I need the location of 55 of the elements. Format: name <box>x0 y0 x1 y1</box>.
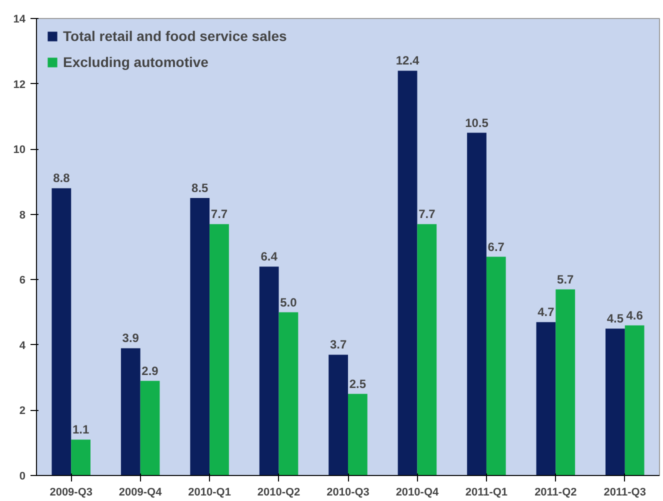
y-tick-label: 4 <box>19 340 26 352</box>
data-label: 4.6 <box>626 308 644 322</box>
bar <box>556 289 576 476</box>
bar <box>259 266 279 476</box>
x-tick-label: 2011-Q2 <box>534 486 577 498</box>
y-tick-label: 0 <box>19 470 26 482</box>
x-tick-label: 2009-Q4 <box>118 486 163 498</box>
data-label: 6.7 <box>488 240 505 254</box>
data-label: 7.7 <box>418 207 436 222</box>
y-tick-label: 12 <box>13 78 26 91</box>
data-label: 1.1 <box>72 422 90 437</box>
y-tick-label: 14 <box>13 14 26 26</box>
legend-label: Excluding automotive <box>63 54 208 70</box>
bar <box>398 70 418 476</box>
data-label: 4.7 <box>538 305 555 320</box>
x-tick-label: 2010-Q1 <box>188 486 231 498</box>
legend-label: Total retail and food service sales <box>63 28 287 44</box>
x-tick-label: 2010-Q2 <box>257 486 300 498</box>
data-label: 7.7 <box>210 207 228 222</box>
bar <box>486 256 506 476</box>
data-label: 8.8 <box>53 171 70 186</box>
bar <box>348 394 368 476</box>
y-tick-label: 8 <box>19 209 26 222</box>
data-label: 8.5 <box>192 181 209 196</box>
bar <box>140 380 160 476</box>
x-tick-label: 2010-Q4 <box>396 486 440 498</box>
data-label: 5.7 <box>557 272 574 286</box>
x-tick-label: 2010-Q3 <box>326 486 370 498</box>
bar <box>417 224 437 476</box>
bar <box>52 188 72 476</box>
bar <box>120 348 140 476</box>
x-tick-label: 2011-Q3 <box>604 486 646 498</box>
bar <box>624 325 644 476</box>
data-label: 2.9 <box>142 364 159 378</box>
bar <box>606 328 625 476</box>
y-tick-label: 2 <box>19 405 26 418</box>
data-label: 2.5 <box>349 376 366 391</box>
data-label: 3.9 <box>122 331 140 346</box>
y-tick-label: 6 <box>19 274 26 287</box>
data-label: 3.7 <box>330 338 347 352</box>
bar <box>278 312 298 476</box>
data-label: 5.0 <box>280 295 298 310</box>
bar <box>467 132 486 476</box>
data-label: 4.5 <box>606 312 624 326</box>
bar <box>328 354 348 476</box>
data-label: 10.5 <box>465 116 489 130</box>
bar <box>190 198 210 476</box>
x-tick-label: 2009-Q3 <box>50 486 93 498</box>
bar <box>536 322 556 476</box>
bar <box>71 440 90 476</box>
y-tick-label: 10 <box>13 144 26 156</box>
bar <box>210 224 229 476</box>
x-tick-label: 2011-Q1 <box>465 486 508 498</box>
data-label: 6.4 <box>260 250 278 264</box>
data-label: 12.4 <box>396 54 420 68</box>
